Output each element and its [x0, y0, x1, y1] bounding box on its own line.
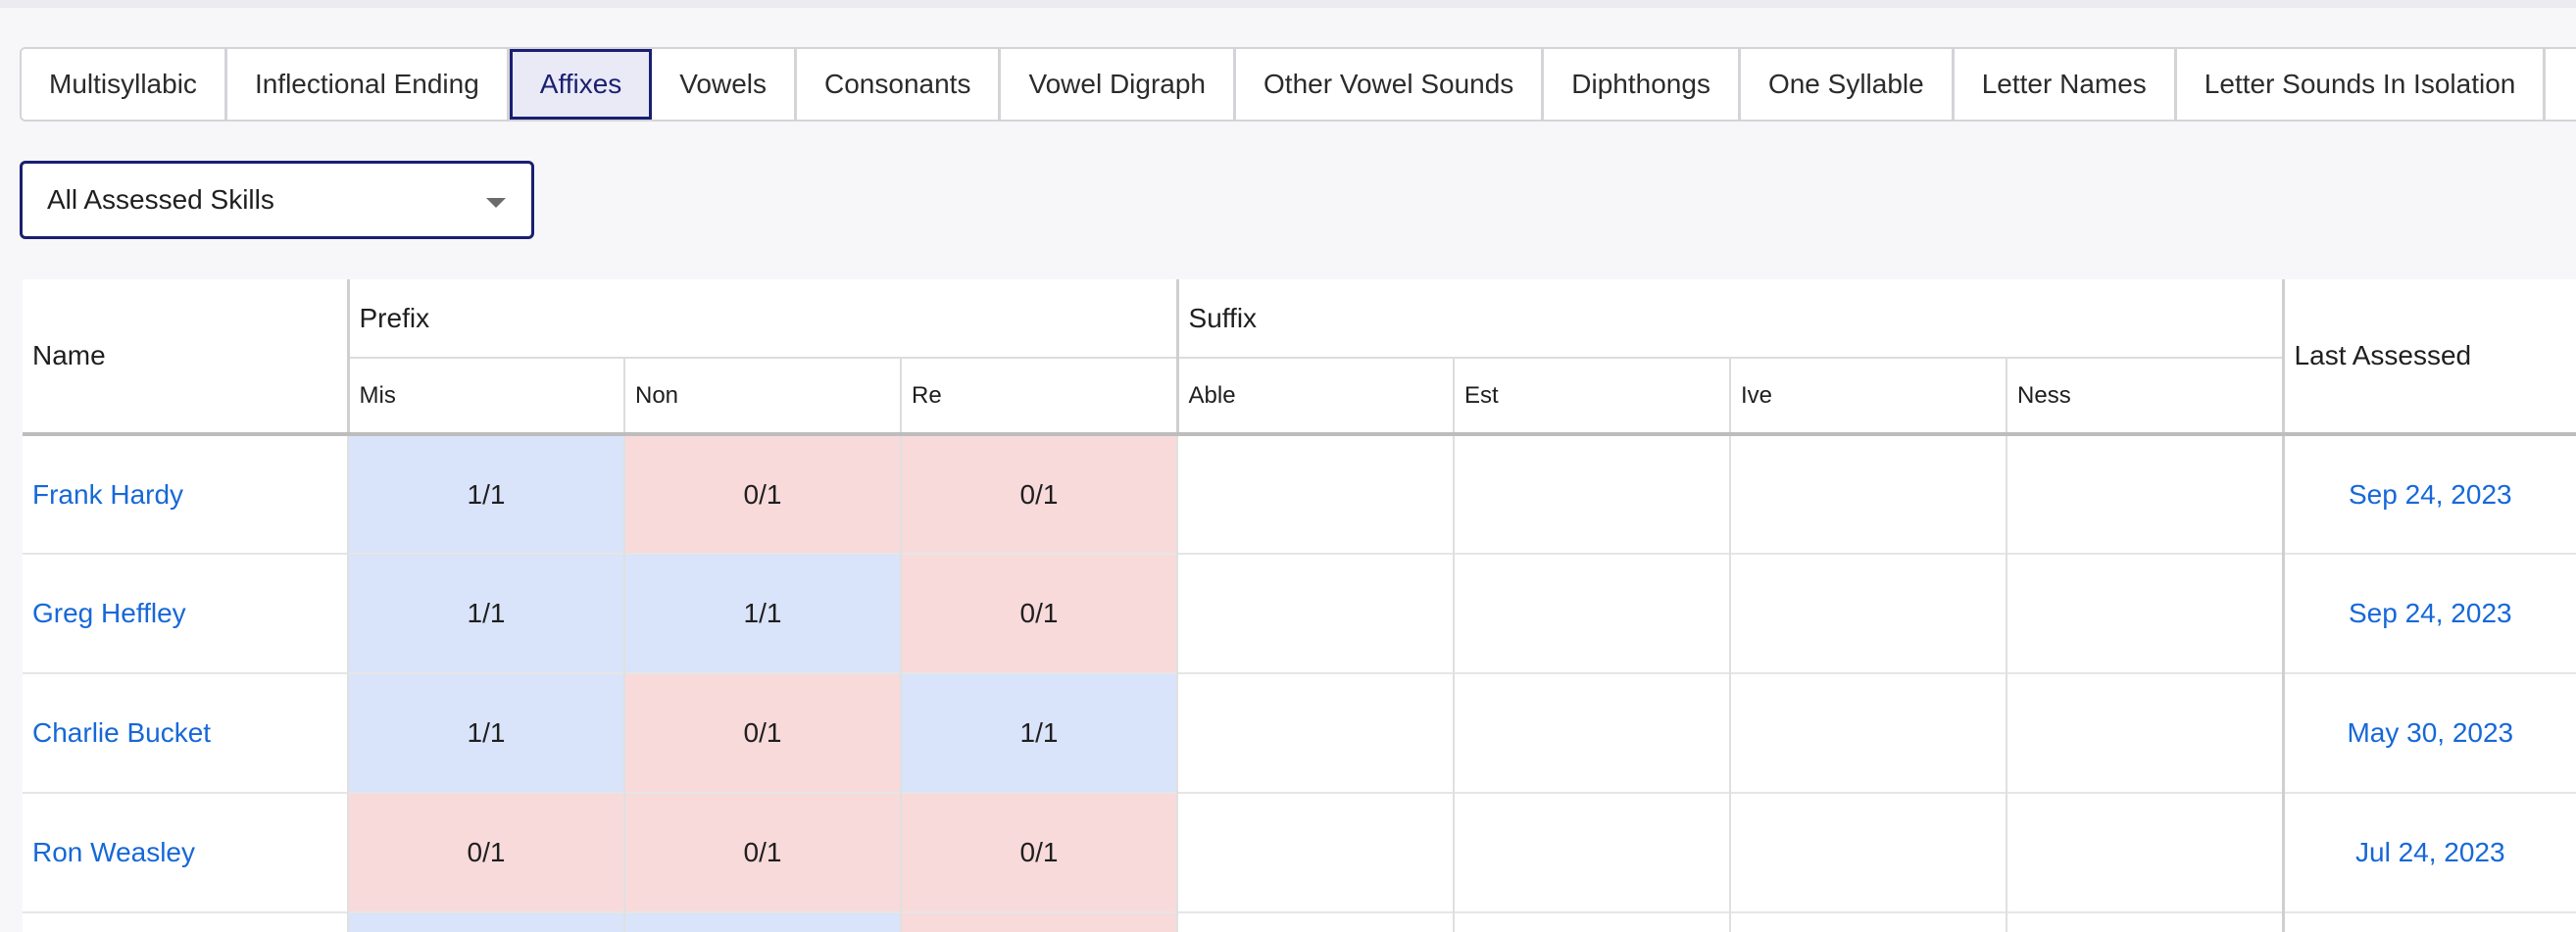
score-cell: 1/1: [347, 553, 624, 673]
score-cell: [1176, 553, 1455, 673]
tab-inflectional-ending[interactable]: Inflectional Ending: [226, 49, 510, 120]
column-header-mis[interactable]: Mis: [346, 357, 624, 436]
tab-consonants[interactable]: Consonants: [797, 49, 1002, 120]
score-cell: [2006, 433, 2284, 554]
top-strip: [0, 0, 2576, 8]
score-cell: [623, 911, 901, 932]
skill-category-tabs: Multisyllabic Inflectional Ending Affixe…: [20, 47, 2576, 122]
last-assessed-link[interactable]: Sep 24, 2023: [2281, 433, 2576, 554]
score-cell: 0/1: [347, 792, 624, 912]
tab-affixes[interactable]: Affixes: [509, 49, 653, 120]
score-cell: 0/1: [623, 792, 901, 912]
last-assessed-link[interactable]: [2281, 911, 2576, 932]
table-row: Charlie Bucket 1/1 0/1 1/1 May 30, 2023: [23, 672, 2576, 793]
tab-one-syllable[interactable]: One Syllable: [1740, 49, 1955, 120]
tab-overflow-partial[interactable]: [2546, 49, 2576, 120]
tab-vowel-digraph[interactable]: Vowel Digraph: [1001, 49, 1237, 120]
score-cell: 1/1: [347, 433, 624, 554]
affixes-results-table: Name Prefix Suffix Last Assessed Mis Non…: [23, 279, 2576, 932]
student-name-link[interactable]: Greg Heffley: [23, 553, 348, 673]
student-name-link[interactable]: Frank Hardy: [23, 433, 348, 554]
skill-filter-dropdown[interactable]: All Assessed Skills: [20, 161, 534, 239]
score-cell: [1453, 672, 1731, 793]
score-cell: [2006, 672, 2284, 793]
score-cell: 0/1: [899, 792, 1178, 912]
tab-letter-names[interactable]: Letter Names: [1954, 49, 2177, 120]
table-row: Greg Heffley 1/1 1/1 0/1 Sep 24, 2023: [23, 553, 2576, 673]
column-header-ness[interactable]: Ness: [2006, 357, 2284, 436]
score-cell: [1176, 433, 1455, 554]
column-header-ive[interactable]: Ive: [1729, 357, 2007, 436]
score-cell: [1453, 553, 1731, 673]
group-header-prefix: Prefix: [346, 279, 1178, 358]
column-header-name[interactable]: Name: [23, 279, 348, 436]
score-cell: [899, 911, 1178, 932]
score-cell: [23, 911, 348, 932]
column-header-able[interactable]: Able: [1175, 357, 1455, 436]
score-cell: [1729, 433, 2007, 554]
score-cell: 0/1: [623, 433, 901, 554]
score-cell: 1/1: [347, 672, 624, 793]
tab-letter-sounds-in-isolation[interactable]: Letter Sounds In Isolation: [2176, 49, 2547, 120]
column-header-est[interactable]: Est: [1453, 357, 1731, 436]
last-assessed-link[interactable]: May 30, 2023: [2281, 672, 2576, 793]
student-name-link[interactable]: Charlie Bucket: [23, 672, 348, 793]
student-name-link[interactable]: Ron Weasley: [23, 792, 348, 912]
tab-other-vowel-sounds[interactable]: Other Vowel Sounds: [1236, 49, 1545, 120]
score-cell: [1176, 911, 1455, 932]
last-assessed-link[interactable]: Jul 24, 2023: [2281, 792, 2576, 912]
score-cell: 0/1: [899, 433, 1178, 554]
table-row: Ron Weasley 0/1 0/1 0/1 Jul 24, 2023: [23, 792, 2576, 912]
score-cell: [2006, 911, 2284, 932]
last-assessed-link[interactable]: Sep 24, 2023: [2281, 553, 2576, 673]
score-cell: [1729, 553, 2007, 673]
chevron-down-icon: [486, 198, 506, 208]
column-header-last-assessed[interactable]: Last Assessed: [2281, 279, 2576, 436]
score-cell: [1176, 792, 1455, 912]
score-cell: [1453, 433, 1731, 554]
score-cell: [2006, 792, 2284, 912]
score-cell: [1453, 911, 1731, 932]
score-cell: [1729, 672, 2007, 793]
tab-diphthongs[interactable]: Diphthongs: [1544, 49, 1741, 120]
tab-vowels[interactable]: Vowels: [652, 49, 798, 120]
score-cell: 1/1: [623, 553, 901, 673]
score-cell: 0/1: [623, 672, 901, 793]
score-cell: [1176, 672, 1455, 793]
score-cell: [1729, 792, 2007, 912]
table-row: Frank Hardy 1/1 0/1 0/1 Sep 24, 2023: [23, 433, 2576, 554]
column-header-non[interactable]: Non: [623, 357, 901, 436]
table-row-partial: [23, 911, 2576, 932]
tab-multisyllabic[interactable]: Multisyllabic: [22, 49, 227, 120]
group-header-suffix: Suffix: [1175, 279, 2284, 358]
score-cell: 1/1: [899, 672, 1178, 793]
skill-filter-value: All Assessed Skills: [47, 184, 274, 215]
column-header-re[interactable]: Re: [899, 357, 1178, 436]
score-cell: [1453, 792, 1731, 912]
score-cell: [1729, 911, 2007, 932]
score-cell: [347, 911, 624, 932]
score-cell: 0/1: [899, 553, 1178, 673]
score-cell: [2006, 553, 2284, 673]
